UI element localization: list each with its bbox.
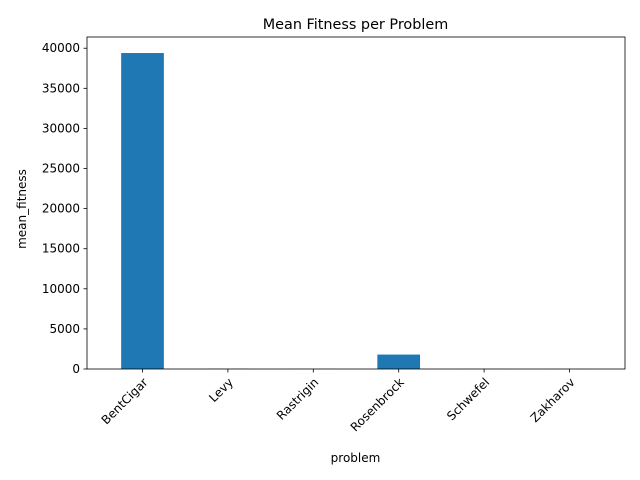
- y-tick-label: 20000: [42, 202, 80, 216]
- y-tick-label: 0: [72, 362, 80, 376]
- y-tick-label: 40000: [42, 41, 80, 55]
- axes-frame: [86, 36, 626, 370]
- y-tick-label: 10000: [42, 282, 80, 296]
- plot-area: [86, 36, 626, 370]
- chart-title: Mean Fitness per Problem: [263, 17, 449, 33]
- y-axis-label: mean_fitness: [15, 169, 29, 249]
- y-axis: 0 5000 10000 15000 20000 25000 30000 35000 40000: [42, 41, 87, 376]
- y-tick-label: 15000: [42, 242, 80, 256]
- y-tick-label: 25000: [42, 162, 80, 176]
- y-tick-label: 5000: [49, 322, 80, 336]
- bar-bentcigar: [121, 53, 164, 370]
- y-tick-label: 30000: [42, 121, 80, 135]
- y-tick-label: 35000: [42, 81, 80, 95]
- x-axis-label: problem: [331, 451, 381, 465]
- bar-rosenbrock: [377, 354, 421, 369]
